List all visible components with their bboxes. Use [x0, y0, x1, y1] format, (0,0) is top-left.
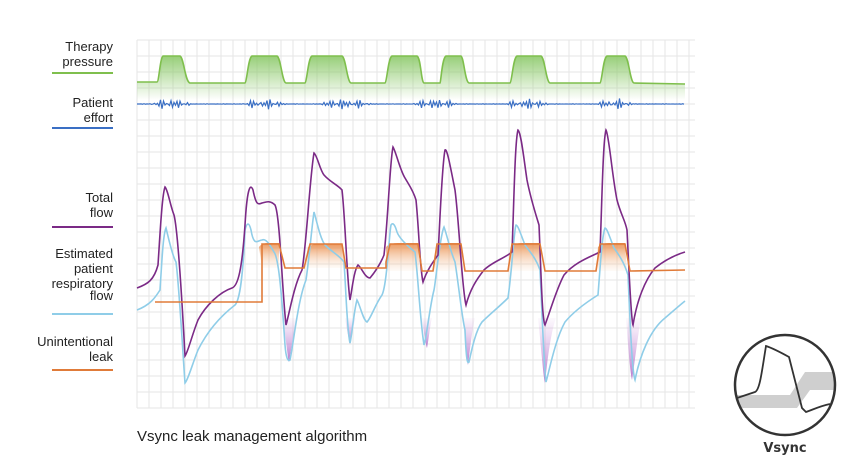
legend-estimated-flow-line4: flow — [90, 288, 114, 303]
therapy-pressure-fill — [137, 56, 685, 100]
leak-fill-breath-1 — [259, 243, 279, 268]
legend-estimated-flow: Estimated patient respiratory flow — [52, 246, 114, 315]
leak-fill-breath-5 — [508, 243, 541, 271]
legend-estimated-flow-line3: respiratory — [52, 276, 114, 291]
legend-unintentional-leak-line1: Unintentional — [37, 334, 113, 349]
diagram-caption: Vsync leak management algorithm — [137, 428, 367, 445]
valley-fill-6 — [626, 318, 641, 380]
legend: Therapy pressure Patient effort Total fl… — [37, 39, 114, 371]
leak-fill-breath-2 — [304, 244, 346, 268]
legend-total-flow-line1: Total — [86, 190, 114, 205]
unintentional-leak-trace — [155, 243, 686, 303]
vsync-badge: Vsync — [733, 333, 837, 456]
legend-total-flow: Total flow — [52, 190, 114, 228]
legend-total-flow-line2: flow — [90, 205, 114, 220]
leak-fill-breath-6 — [596, 243, 627, 271]
therapy-pressure-line — [137, 55, 686, 85]
legend-therapy-pressure-line2: pressure — [62, 54, 113, 69]
legend-estimated-flow-line1: Estimated — [55, 246, 113, 261]
valley-fill-1 — [283, 318, 298, 362]
patient-effort-trace — [136, 98, 685, 110]
estimated-flow-trace — [136, 211, 686, 385]
vsync-badge-curve — [736, 344, 831, 414]
legend-patient-effort: Patient effort — [52, 95, 114, 129]
legend-patient-effort-line2: effort — [84, 110, 114, 125]
legend-unintentional-leak-line2: leak — [89, 349, 113, 364]
valley-fill-4 — [463, 318, 475, 365]
legend-unintentional-leak: Unintentional leak — [37, 334, 113, 371]
legend-therapy-pressure-line1: Therapy — [65, 39, 113, 54]
legend-patient-effort-line1: Patient — [73, 95, 114, 110]
legend-estimated-flow-line2: patient — [74, 261, 113, 276]
vsync-badge-circle — [733, 333, 837, 437]
therapy-pressure-trace — [137, 55, 686, 100]
vsync-badge-band — [735, 372, 835, 408]
vsync-badge-label: Vsync — [763, 441, 806, 456]
legend-therapy-pressure: Therapy pressure — [52, 39, 113, 74]
